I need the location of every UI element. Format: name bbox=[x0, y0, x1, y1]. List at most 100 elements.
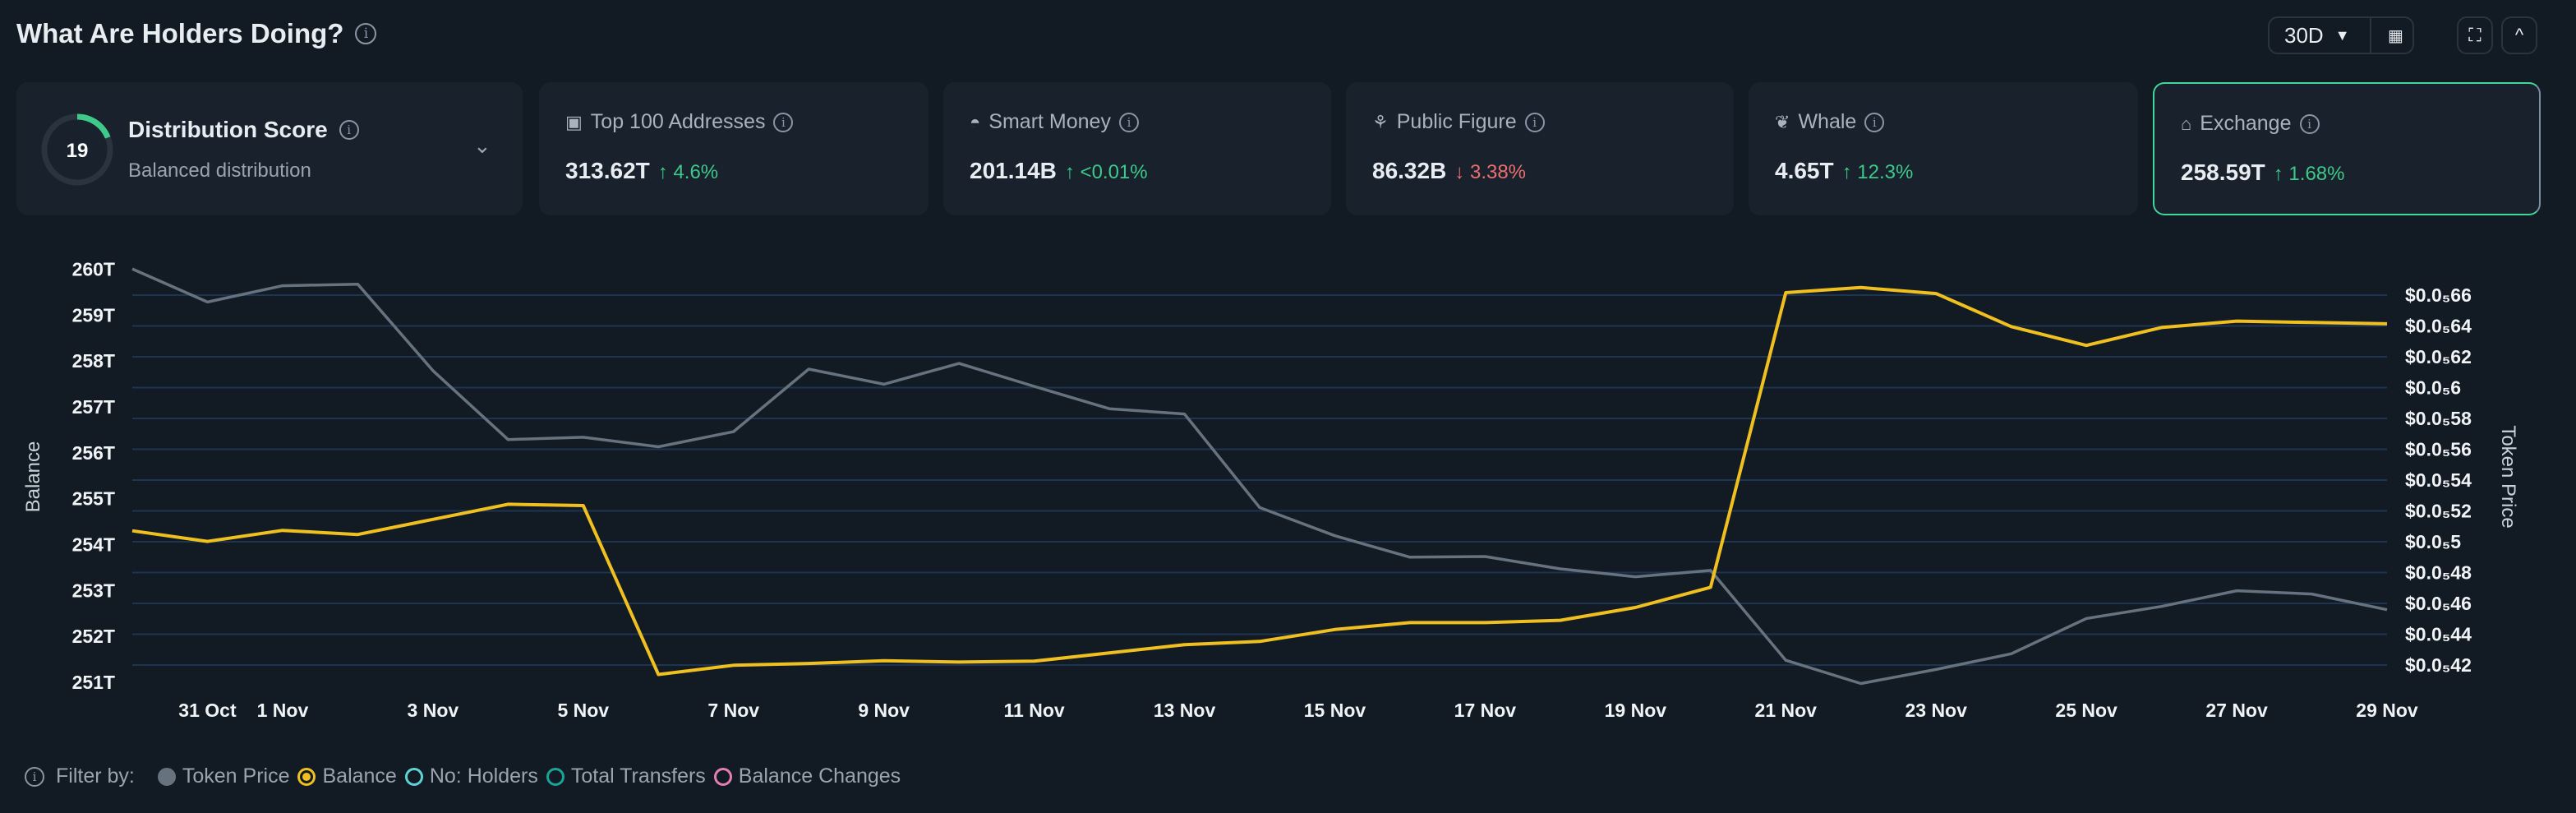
card-change: ↑ <0.01% bbox=[1064, 161, 1148, 183]
info-icon[interactable]: i bbox=[1864, 112, 1885, 132]
x-tick-label: 25 Nov bbox=[2055, 700, 2117, 721]
person-icon: ⚘ bbox=[1372, 111, 1389, 132]
info-icon[interactable]: i bbox=[339, 120, 359, 140]
legend-marker bbox=[713, 767, 732, 786]
chevron-down-icon[interactable]: ⌄ bbox=[473, 133, 491, 158]
y2-tick-label: $0.0₅44 bbox=[2405, 624, 2472, 645]
card-title: Exchange bbox=[2200, 112, 2292, 135]
legend-item[interactable]: Balance bbox=[297, 764, 397, 788]
y-tick-label: 254T bbox=[72, 534, 115, 556]
info-icon[interactable]: i bbox=[25, 766, 44, 787]
x-tick-label: 1 Nov bbox=[257, 700, 309, 721]
score-value: 19 bbox=[67, 140, 89, 162]
x-tick-label: 7 Nov bbox=[707, 700, 759, 721]
filter-label: Filter by: bbox=[56, 764, 135, 788]
legend-item[interactable]: Token Price bbox=[157, 764, 289, 788]
holders-chart: $0.0₅66 $0.0₅64 $0.0₅62 $0.0₅6 $0.0₅58 $0.0₅5… bbox=[22, 259, 2519, 722]
y2-tick-label: $0.0₅58 bbox=[2405, 408, 2472, 429]
y2-tick-label: $0.0₅5 bbox=[2405, 531, 2461, 552]
legend: i Filter by: Token Price Balance No: Holde… bbox=[25, 764, 909, 788]
arrow-up-icon: ↑ bbox=[2273, 163, 2283, 185]
x-tick-label: 11 Nov bbox=[1004, 700, 1065, 721]
info-icon[interactable]: i bbox=[773, 112, 794, 132]
distribution-subtitle: Balanced distribution bbox=[128, 159, 311, 182]
x-tick-label: 23 Nov bbox=[1905, 700, 1967, 721]
legend-item[interactable]: No: Holders bbox=[404, 764, 538, 788]
y-tick-label: 251T bbox=[72, 672, 115, 693]
y2-tick-label: $0.0₅46 bbox=[2405, 593, 2472, 614]
y-tick-label: 258T bbox=[72, 350, 115, 372]
y2-axis-label: Token Price bbox=[2497, 425, 2519, 528]
holder-card[interactable]: ⌂ Exchange i 258.59T ↑ 1.68% bbox=[2153, 82, 2541, 215]
x-tick-label: 3 Nov bbox=[408, 700, 459, 721]
legend-marker bbox=[297, 767, 316, 786]
y2-tick-label: $0.0₅42 bbox=[2405, 654, 2472, 676]
card-title: Public Figure bbox=[1396, 110, 1517, 133]
x-tick-label: 15 Nov bbox=[1304, 700, 1366, 721]
x-tick-label: 21 Nov bbox=[1755, 700, 1818, 721]
card-value: 4.65T bbox=[1775, 158, 1834, 183]
whale-icon: ❦ bbox=[1775, 111, 1790, 132]
chevron-up-icon: ^ bbox=[2514, 25, 2524, 45]
card-value: 258.59T bbox=[2181, 159, 2265, 185]
holder-card[interactable]: ◓ Smart Money i 201.14B ↑ <0.01% bbox=[943, 82, 1331, 215]
card-title: Top 100 Addresses bbox=[590, 110, 766, 133]
y2-tick-label: $0.0₅64 bbox=[2405, 316, 2472, 337]
x-tick-label: 17 Nov bbox=[1454, 700, 1517, 721]
series-line-balance bbox=[131, 285, 2388, 677]
series-line-token-price bbox=[131, 267, 2388, 686]
y-tick-label: 252T bbox=[72, 626, 115, 647]
legend-item[interactable]: Balance Changes bbox=[713, 764, 901, 788]
legend-marker bbox=[157, 767, 176, 786]
card-title: Smart Money bbox=[988, 110, 1111, 133]
distribution-score-card[interactable]: 19 Distribution Score i Balanced distribu… bbox=[16, 82, 523, 215]
x-tick-label: 13 Nov bbox=[1154, 700, 1216, 721]
card-change: ↑ 4.6% bbox=[657, 161, 719, 183]
collapse-button[interactable]: ^ bbox=[2501, 16, 2537, 54]
holder-card[interactable]: ▣ Top 100 Addresses i 313.62T ↑ 4.6% bbox=[539, 82, 929, 215]
y-tick-label: 255T bbox=[72, 488, 115, 510]
legend-marker bbox=[546, 767, 565, 786]
y-tick-label: 256T bbox=[72, 442, 115, 464]
y-tick-label: 253T bbox=[72, 580, 115, 601]
info-icon[interactable]: i bbox=[1118, 112, 1139, 132]
x-tick-label: 27 Nov bbox=[2205, 700, 2268, 721]
card-title: Whale bbox=[1798, 110, 1857, 133]
fullscreen-button[interactable]: ⛶ bbox=[2457, 16, 2493, 54]
score-arc bbox=[41, 113, 113, 186]
y2-tick-label: $0.0₅56 bbox=[2405, 439, 2472, 460]
y2-tick-label: $0.0₅66 bbox=[2405, 284, 2472, 306]
info-icon[interactable]: i bbox=[2299, 113, 2320, 134]
holder-card[interactable]: ⚘ Public Figure i 86.32B ↓ 3.38% bbox=[1346, 82, 1734, 215]
bank-icon: ⌂ bbox=[2181, 113, 2192, 134]
arrow-down-icon: ↓ bbox=[1454, 161, 1465, 183]
x-tick-label: 31 Oct bbox=[178, 700, 237, 721]
x-tick-label: 19 Nov bbox=[1605, 700, 1667, 721]
arrow-up-icon: ↑ bbox=[657, 161, 668, 183]
info-icon[interactable]: i bbox=[355, 23, 377, 44]
holder-card[interactable]: ❦ Whale i 4.65T ↑ 12.3% bbox=[1749, 82, 2138, 215]
card-value: 201.14B bbox=[970, 158, 1057, 183]
distribution-title: Distribution Score bbox=[128, 117, 328, 142]
card-value: 313.62T bbox=[565, 158, 650, 183]
calendar-icon[interactable]: ▦ bbox=[2388, 26, 2403, 45]
y2-tick-label: $0.0₅6 bbox=[2405, 377, 2461, 399]
card-value: 86.32B bbox=[1372, 158, 1447, 183]
y-tick-label: 259T bbox=[72, 304, 115, 326]
score-gauge: 19 bbox=[41, 113, 113, 186]
page-title: What Are Holders Doing? i bbox=[16, 18, 377, 49]
arrow-up-icon: ↑ bbox=[1841, 161, 1852, 183]
range-select[interactable]: 30D ▼ ▦ bbox=[2268, 16, 2414, 54]
y-tick-label: 260T bbox=[72, 259, 115, 280]
card-change: ↑ 1.68% bbox=[2273, 163, 2345, 185]
y-tick-label: 257T bbox=[72, 396, 115, 418]
legend-marker bbox=[404, 767, 423, 786]
arrow-up-icon: ↑ bbox=[1064, 161, 1075, 183]
legend-item[interactable]: Total Transfers bbox=[546, 764, 706, 788]
info-icon[interactable]: i bbox=[1524, 112, 1545, 132]
x-tick-label: 9 Nov bbox=[858, 700, 910, 721]
x-tick-label: 5 Nov bbox=[557, 700, 609, 721]
mask-icon: ◓ bbox=[970, 111, 981, 132]
caret-down-icon: ▼ bbox=[2334, 26, 2350, 44]
card-change: ↓ 3.38% bbox=[1454, 161, 1527, 183]
